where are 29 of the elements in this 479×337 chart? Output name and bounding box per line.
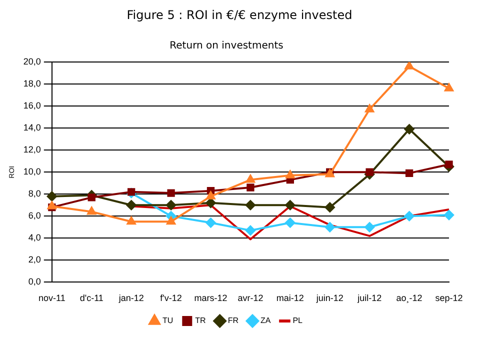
x-tick-label: mai-12: [276, 293, 304, 304]
x-tick-label: juin-12: [315, 293, 344, 304]
y-tick-label: 18,0: [23, 78, 41, 89]
y-tick-label: 4,0: [28, 232, 41, 243]
x-tick-label: f'v-12: [160, 293, 182, 304]
x-tick-label: avr-12: [238, 293, 264, 304]
y-tick-label: 0,0: [28, 276, 41, 287]
y-tick-label: 20,0: [23, 56, 41, 66]
x-tick-label: juil-12: [356, 293, 382, 304]
legend-label: TU: [162, 316, 174, 326]
legend-label: FR: [228, 316, 239, 326]
x-tick-label: sep-12: [435, 293, 463, 304]
y-tick-label: 8,0: [28, 188, 41, 199]
legend-label: PL: [292, 316, 304, 326]
y-tick-label: 16,0: [23, 100, 41, 111]
x-tick-label: d'c-11: [80, 293, 104, 304]
legend-label: ZA: [260, 316, 272, 326]
y-tick-label: 2,0: [28, 254, 41, 265]
y-tick-label: 10,0: [23, 166, 41, 177]
chart-title: Figure 5 : ROI in €/€ enzyme invested: [126, 8, 354, 22]
y-tick-label: 12,0: [23, 144, 41, 155]
x-tick-label: mars-12: [194, 293, 228, 304]
chart-subtitle: Return on investments: [170, 40, 284, 52]
legend-label: TR: [195, 316, 206, 326]
x-tick-label: nov-11: [38, 293, 66, 304]
x-tick-label: jan-12: [118, 293, 144, 304]
y-tick-label: 14,0: [23, 122, 41, 133]
y-tick-label: 6,0: [28, 210, 41, 221]
x-tick-label: ao¸-12: [396, 293, 422, 304]
